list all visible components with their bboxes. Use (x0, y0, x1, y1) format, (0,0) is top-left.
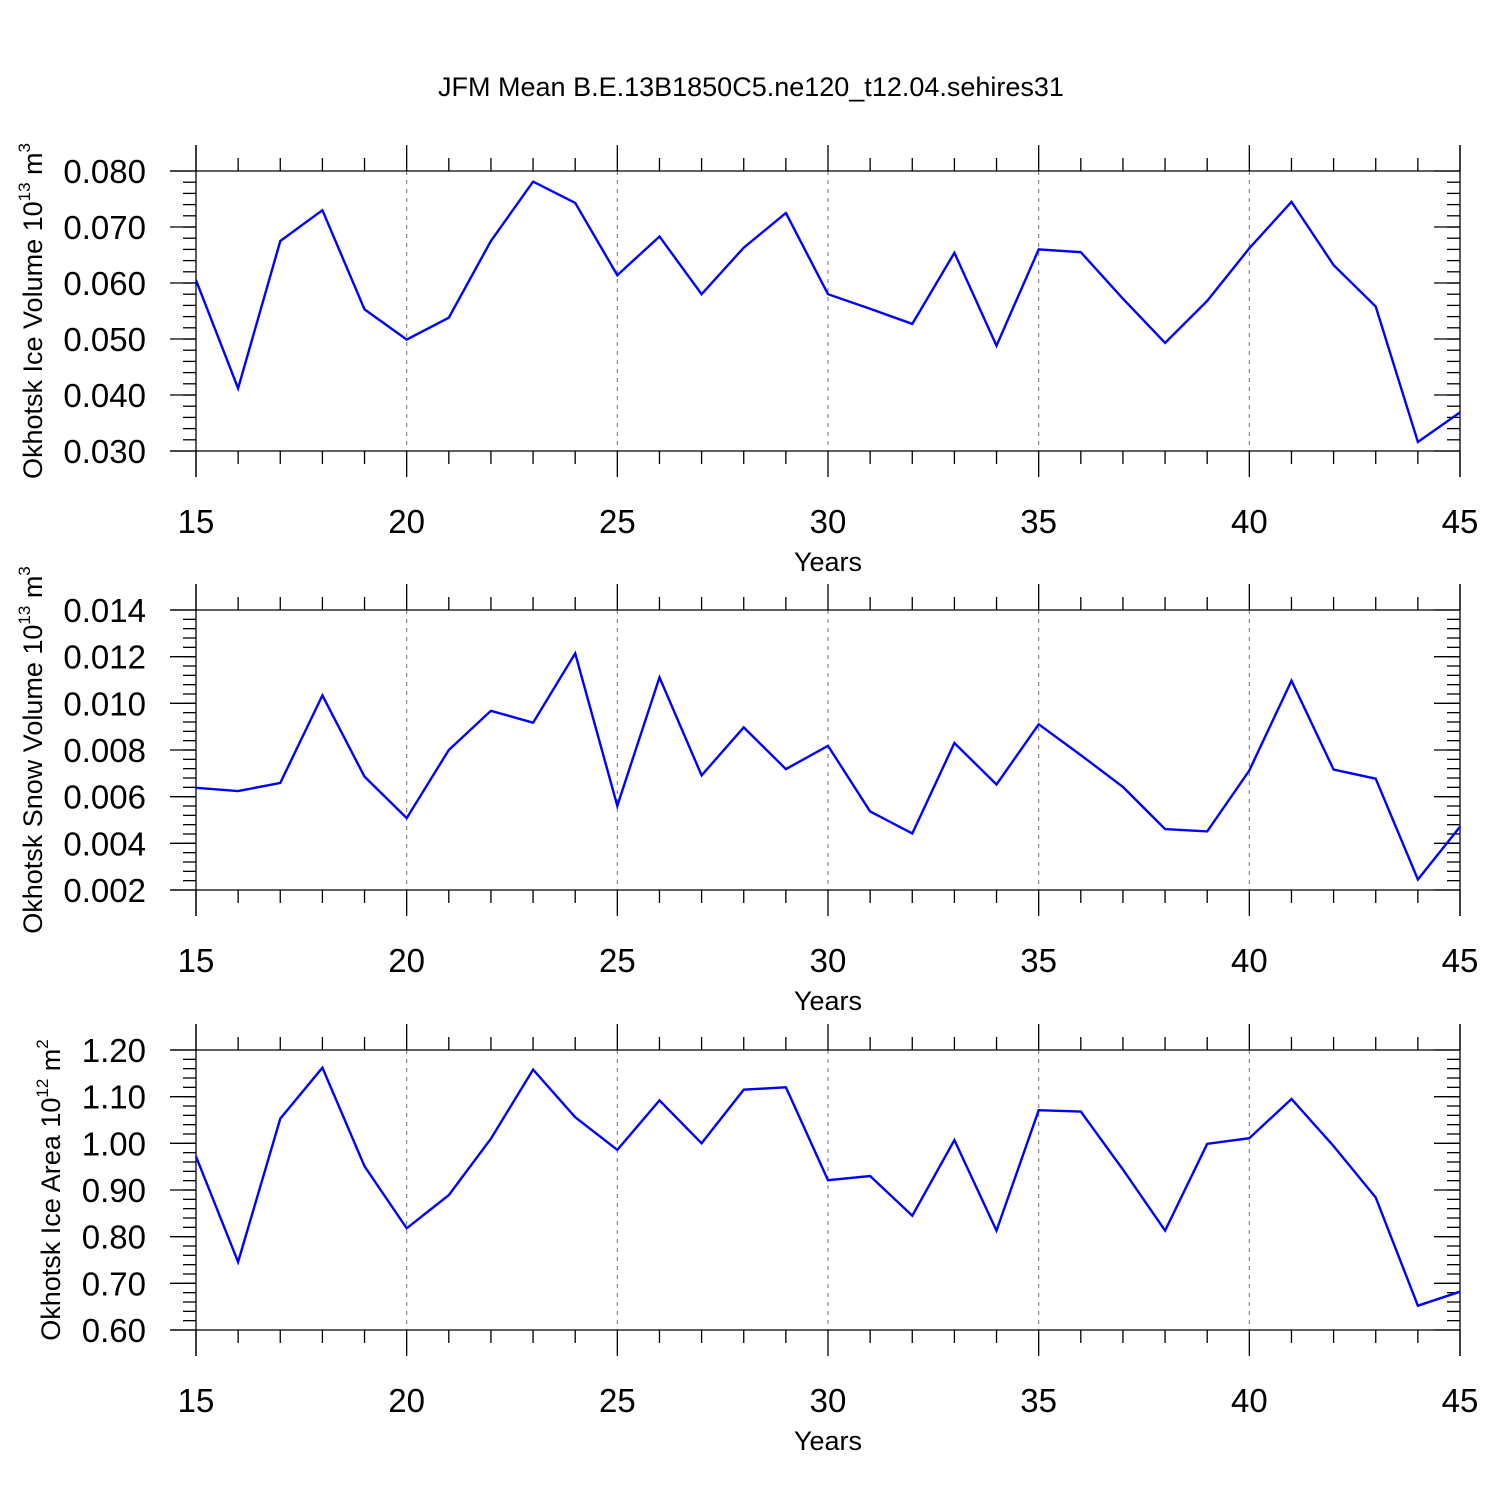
y-tick-label: 0.80 (82, 1219, 146, 1256)
x-tick-label: 15 (178, 942, 215, 979)
x-axis-label: Years (794, 1426, 862, 1456)
y-axis-label-text: Okhotsk Ice Area 10 (36, 1098, 66, 1341)
y-tick-label: 0.070 (63, 209, 146, 246)
y-axis-label-unit-exponent: 3 (15, 143, 34, 152)
y-axis-label-unit: m (18, 152, 48, 182)
y-axis-label-exponent: 12 (33, 1079, 52, 1098)
x-tick-label: 20 (388, 942, 425, 979)
series-line (195, 650, 1461, 882)
y-tick-label: 0.004 (63, 825, 146, 862)
axes-frame (170, 145, 1461, 477)
y-axis-label-exponent: 13 (15, 606, 34, 625)
x-axis-label: Years (794, 547, 862, 577)
x-tick-label: 35 (1020, 503, 1057, 540)
y-tick-label: 0.012 (63, 639, 146, 676)
x-tick-label: 30 (810, 503, 847, 540)
x-tick-label: 40 (1231, 942, 1268, 979)
chart-panel-3: 15 20 25 30 35 40 45 0.60 0.70 0.80 0.90 1.00 1.10 1.… (33, 1024, 1478, 1456)
y-axis-label-unit: m (36, 1049, 66, 1079)
y-tick-label: 0.70 (82, 1265, 146, 1302)
x-tick-label: 15 (178, 1382, 215, 1419)
figure-title: JFM Mean B.E.13B1850C5.ne120_t12.04.sehi… (438, 72, 1064, 102)
y-axis-label-unit: m (18, 576, 48, 606)
y-axis-label: Okhotsk Ice Volume 1013 m3 (15, 143, 48, 479)
x-tick-label: 25 (599, 1382, 636, 1419)
x-tick-label: 20 (388, 503, 425, 540)
plot-panels: 15 20 25 30 35 40 45 0.030 0.040 0.050 0.060 0.070 0… (15, 143, 1478, 1456)
x-tick-label: 30 (810, 942, 847, 979)
y-tick-label: 0.60 (82, 1312, 146, 1349)
x-tick-label: 45 (1442, 1382, 1479, 1419)
x-tick-label: 45 (1442, 942, 1479, 979)
x-tick-label: 35 (1020, 1382, 1057, 1419)
y-tick-label: 0.006 (63, 779, 146, 816)
x-tick-label: 40 (1231, 1382, 1268, 1419)
y-tick-label: 1.10 (82, 1079, 146, 1116)
y-axis-label: Okhotsk Snow Volume 1013 m3 (15, 566, 48, 934)
y-tick-label: 0.010 (63, 685, 146, 722)
y-tick-label: 0.014 (63, 592, 146, 629)
y-tick-label: 0.050 (63, 321, 146, 358)
x-tick-label: 35 (1020, 942, 1057, 979)
series-line (194, 1065, 1461, 1308)
x-tick-label: 45 (1442, 503, 1479, 540)
axes-frame (170, 584, 1461, 916)
x-tick-label: 15 (178, 503, 215, 540)
x-tick-label: 40 (1231, 503, 1268, 540)
chart-panel-1: 15 20 25 30 35 40 45 0.030 0.040 0.050 0.060 0.070 0… (15, 143, 1478, 577)
y-tick-label: 0.060 (63, 265, 146, 302)
chart-panel-2: 15 20 25 30 35 40 45 0.002 0.004 0.006 0.008 0.010 0… (15, 566, 1478, 1016)
y-axis-label-unit-exponent: 3 (15, 566, 34, 575)
x-tick-label: 20 (388, 1382, 425, 1419)
y-tick-label: 0.90 (82, 1172, 146, 1209)
x-axis-label: Years (794, 986, 862, 1016)
y-tick-label: 1.20 (82, 1032, 146, 1069)
y-tick-label: 0.040 (63, 377, 146, 414)
y-tick-label: 1.00 (82, 1125, 146, 1162)
x-tick-label: 30 (810, 1382, 847, 1419)
y-tick-label: 0.008 (63, 732, 146, 769)
y-axis-label-exponent: 13 (15, 182, 34, 201)
x-tick-label: 25 (599, 942, 636, 979)
series-line (194, 180, 1461, 444)
y-tick-label: 0.080 (63, 153, 146, 190)
y-tick-label: 0.002 (63, 872, 146, 909)
axes-frame (170, 1024, 1461, 1356)
y-axis-label-text: Okhotsk Snow Volume 10 (18, 625, 48, 934)
y-axis-label-unit-exponent: 2 (33, 1039, 52, 1048)
x-tick-label: 25 (599, 503, 636, 540)
y-axis-label-text: Okhotsk Ice Volume 10 (18, 201, 48, 479)
y-tick-label: 0.030 (63, 433, 146, 470)
y-axis-label: Okhotsk Ice Area 1012 m2 (33, 1039, 66, 1341)
